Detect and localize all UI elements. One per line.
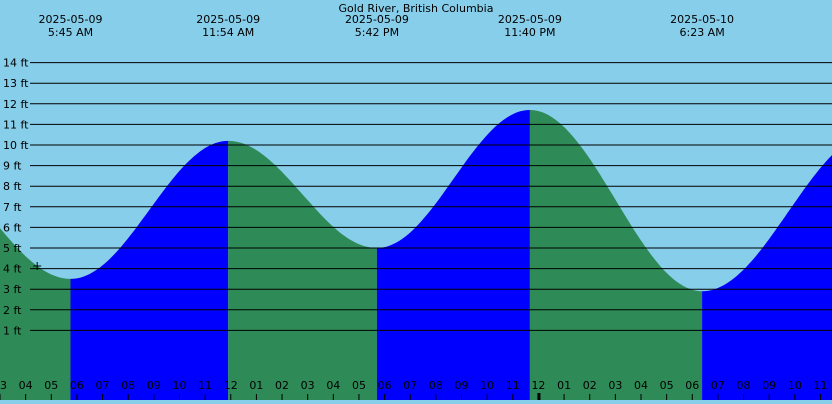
y-tick-label: 6 ft <box>3 221 22 234</box>
y-tick-label: 7 ft <box>3 201 22 214</box>
y-tick-label: 14 ft <box>3 57 29 70</box>
x-tick-label: 12 <box>224 379 238 392</box>
x-tick-label: 08 <box>429 379 443 392</box>
x-tick-label: 11 <box>198 379 212 392</box>
x-tick-label: 09 <box>455 379 469 392</box>
extreme-time-label: 11:54 AM <box>202 26 254 39</box>
y-tick-label: 12 ft <box>3 98 29 111</box>
extreme-date-label: 2025-05-09 <box>345 13 409 26</box>
x-tick-label: 06 <box>378 379 392 392</box>
extreme-time-label: 11:40 PM <box>504 26 555 39</box>
x-tick-label: 07 <box>403 379 417 392</box>
extreme-date-label: 2025-05-09 <box>39 13 103 26</box>
extreme-time-label: 6:23 AM <box>679 26 724 39</box>
x-tick-label: 06 <box>685 379 699 392</box>
x-tick-label: 05 <box>352 379 366 392</box>
x-tick-label: 02 <box>275 379 289 392</box>
midnight-marker <box>537 393 541 400</box>
falling-tide-area <box>0 228 71 400</box>
x-tick-label: 03 <box>608 379 622 392</box>
x-tick-label: 10 <box>788 379 802 392</box>
x-tick-label: 09 <box>147 379 161 392</box>
rising-tide-area <box>376 110 530 400</box>
x-tick-label: 10 <box>172 379 186 392</box>
extreme-date-label: 2025-05-10 <box>670 13 734 26</box>
x-tick-label: 08 <box>737 379 751 392</box>
rising-tide-area <box>70 140 229 400</box>
y-tick-label: 1 ft <box>3 324 22 337</box>
x-tick-label: 11 <box>813 379 827 392</box>
falling-tide-area <box>529 110 703 400</box>
y-tick-label: 9 ft <box>3 160 22 173</box>
y-tick-label: 5 ft <box>3 242 22 255</box>
y-tick-label: 4 ft <box>3 263 22 276</box>
y-tick-label: 11 ft <box>3 118 29 131</box>
x-tick-label: 03 <box>0 379 7 392</box>
x-tick-label: 11 <box>506 379 520 392</box>
x-tick-label: 10 <box>480 379 494 392</box>
x-tick-label: 01 <box>249 379 263 392</box>
x-tick-label: 08 <box>121 379 135 392</box>
x-tick-label: 01 <box>557 379 571 392</box>
x-tick-label: 04 <box>19 379 33 392</box>
x-tick-label: 03 <box>301 379 315 392</box>
x-tick-label: 04 <box>634 379 648 392</box>
x-tick-label: 07 <box>711 379 725 392</box>
y-tick-label: 8 ft <box>3 180 22 193</box>
chart-title: Gold River, British Columbia <box>339 2 494 15</box>
x-tick-label: 12 <box>531 379 545 392</box>
y-tick-label: 13 ft <box>3 77 29 90</box>
y-tick-label: 3 ft <box>3 283 22 296</box>
falling-tide-area <box>228 140 377 400</box>
x-tick-label: 07 <box>96 379 110 392</box>
x-tick-label: 02 <box>583 379 597 392</box>
extreme-time-label: 5:45 AM <box>48 26 93 39</box>
extreme-date-label: 2025-05-09 <box>196 13 260 26</box>
rising-tide-area <box>702 155 832 400</box>
x-tick-label: 04 <box>326 379 340 392</box>
extreme-date-label: 2025-05-09 <box>498 13 562 26</box>
x-tick-label: 05 <box>44 379 58 392</box>
x-tick-label: 09 <box>762 379 776 392</box>
x-tick-label: 06 <box>70 379 84 392</box>
y-tick-label: 10 ft <box>3 139 29 152</box>
extreme-time-label: 5:42 PM <box>355 26 399 39</box>
y-tick-label: 2 ft <box>3 304 22 317</box>
x-tick-label: 05 <box>660 379 674 392</box>
